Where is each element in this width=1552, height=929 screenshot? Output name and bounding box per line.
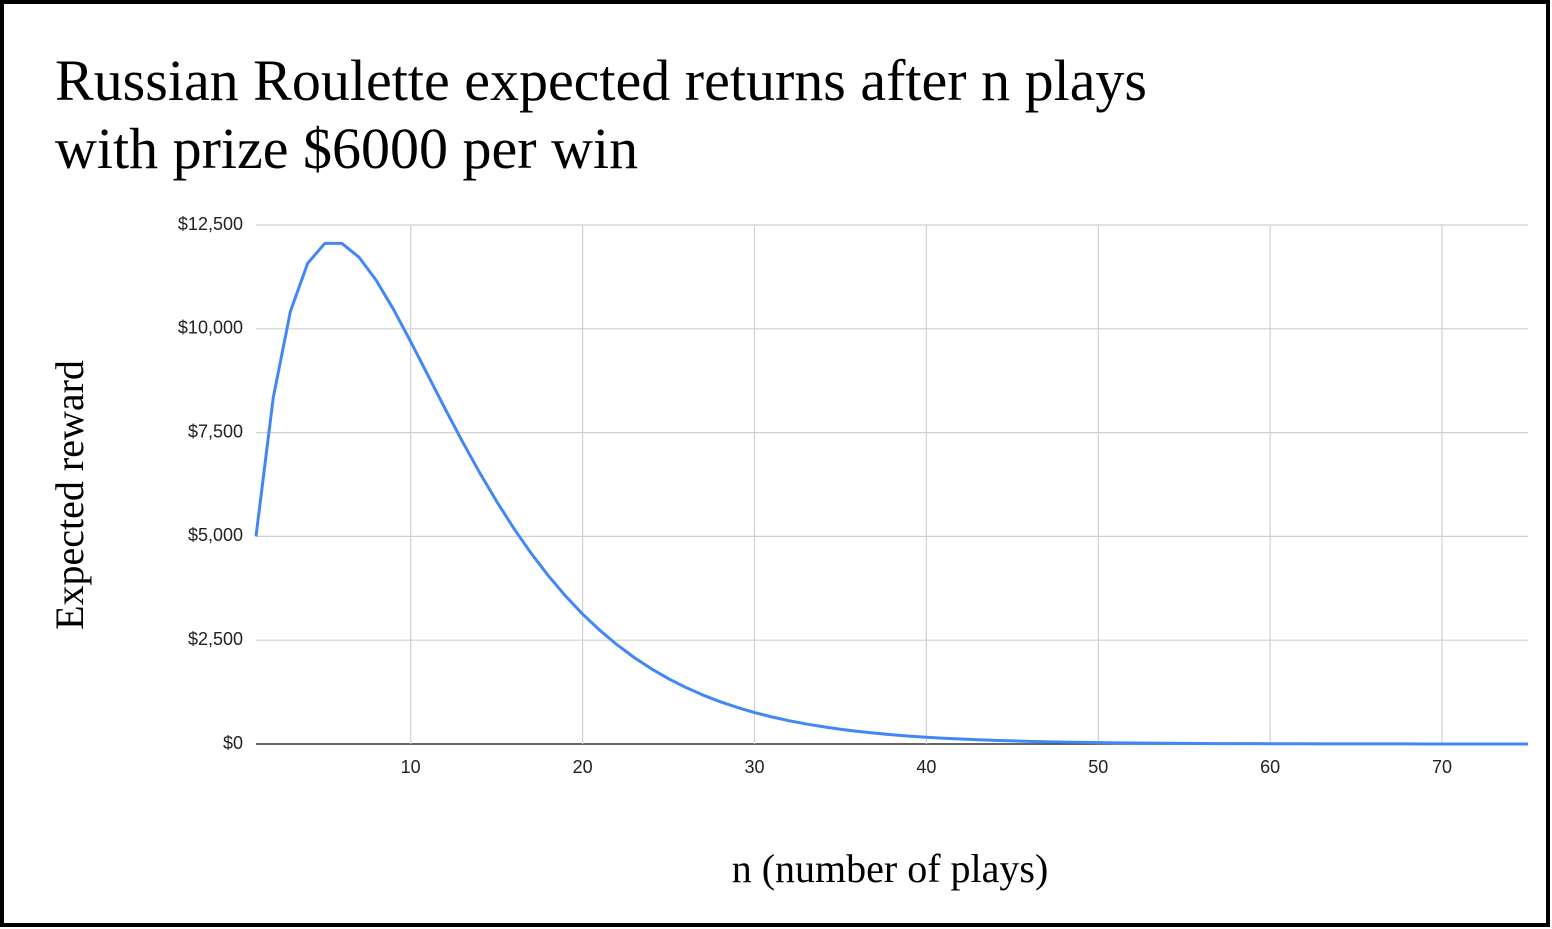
- y-tick-label: $10,000: [178, 318, 243, 338]
- x-tick-label: 30: [744, 757, 764, 777]
- x-tick-label: 50: [1088, 757, 1108, 777]
- x-tick-label: 20: [573, 757, 593, 777]
- x-tick-label: 70: [1432, 757, 1452, 777]
- x-tick-label: 40: [916, 757, 936, 777]
- line-series: [254, 241, 1528, 746]
- y-tick-label: $7,500: [188, 421, 243, 441]
- y-tick-label: $2,500: [188, 629, 243, 649]
- y-tick-label: $5,000: [188, 525, 243, 545]
- x-axis-label: n (number of plays): [732, 846, 1049, 891]
- chart-title: Russian Roulette expected returns after …: [55, 48, 1147, 181]
- x-tick-label: 10: [401, 757, 421, 777]
- y-tick-label: $12,500: [178, 214, 243, 234]
- x-tick-label: 60: [1260, 757, 1280, 777]
- y-tick-label: $0: [223, 733, 243, 753]
- y-axis-label: Expected reward: [47, 360, 92, 630]
